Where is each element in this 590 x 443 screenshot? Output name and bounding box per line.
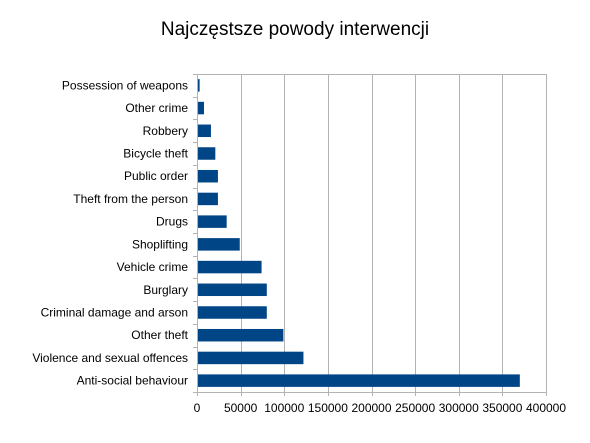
- gridlines: [197, 74, 547, 392]
- category-label: Drugs: [156, 215, 188, 229]
- category-label: Bicycle theft: [123, 147, 188, 161]
- category-label: Theft from the person: [73, 192, 188, 206]
- bar: [197, 374, 520, 387]
- category-label: Other crime: [125, 101, 188, 115]
- category-label: Burglary: [143, 283, 188, 297]
- bar: [197, 147, 216, 160]
- y-category-labels: Anti-social behaviour Violence and sexual…: [32, 78, 188, 387]
- category-label: Violence and sexual offences: [32, 351, 188, 365]
- bar: [197, 101, 204, 115]
- category-label: Possession of weapons: [62, 78, 188, 92]
- x-tick-label: 200000: [351, 401, 391, 415]
- bars: [197, 79, 520, 387]
- x-tick-label: 150000: [308, 401, 348, 415]
- bar: [197, 351, 304, 365]
- category-label: Shoplifting: [132, 237, 188, 251]
- x-tick-label: 400000: [526, 401, 566, 415]
- bar: [197, 215, 227, 228]
- chart-title: Najczęstsze powody interwencji: [160, 19, 430, 40]
- category-label: Other theft: [131, 328, 188, 342]
- category-label: Vehicle crime: [117, 260, 189, 274]
- x-tick-labels: 0 50000 100000 150000 200000 250000 300000 3500…: [194, 401, 567, 415]
- axes: [193, 74, 547, 396]
- x-tick-label: 300000: [439, 401, 479, 415]
- category-label: Public order: [124, 169, 188, 183]
- x-tick-label: 350000: [482, 401, 522, 415]
- category-label: Anti-social behaviour: [77, 374, 188, 388]
- bar: [197, 283, 267, 297]
- x-tick-label: 100000: [264, 401, 304, 415]
- bar: [197, 124, 211, 138]
- bar: [197, 306, 267, 319]
- bar: [197, 260, 262, 274]
- bar: [197, 79, 200, 92]
- x-tick-label: 250000: [395, 401, 435, 415]
- category-label: Robbery: [143, 124, 188, 138]
- bar: [197, 192, 218, 206]
- x-tick-label: 50000: [224, 401, 258, 415]
- bar: [197, 328, 284, 342]
- x-tick-label: 0: [194, 401, 201, 415]
- bar: [197, 169, 218, 183]
- bar: [197, 238, 240, 251]
- category-label: Criminal damage and arson: [41, 306, 188, 320]
